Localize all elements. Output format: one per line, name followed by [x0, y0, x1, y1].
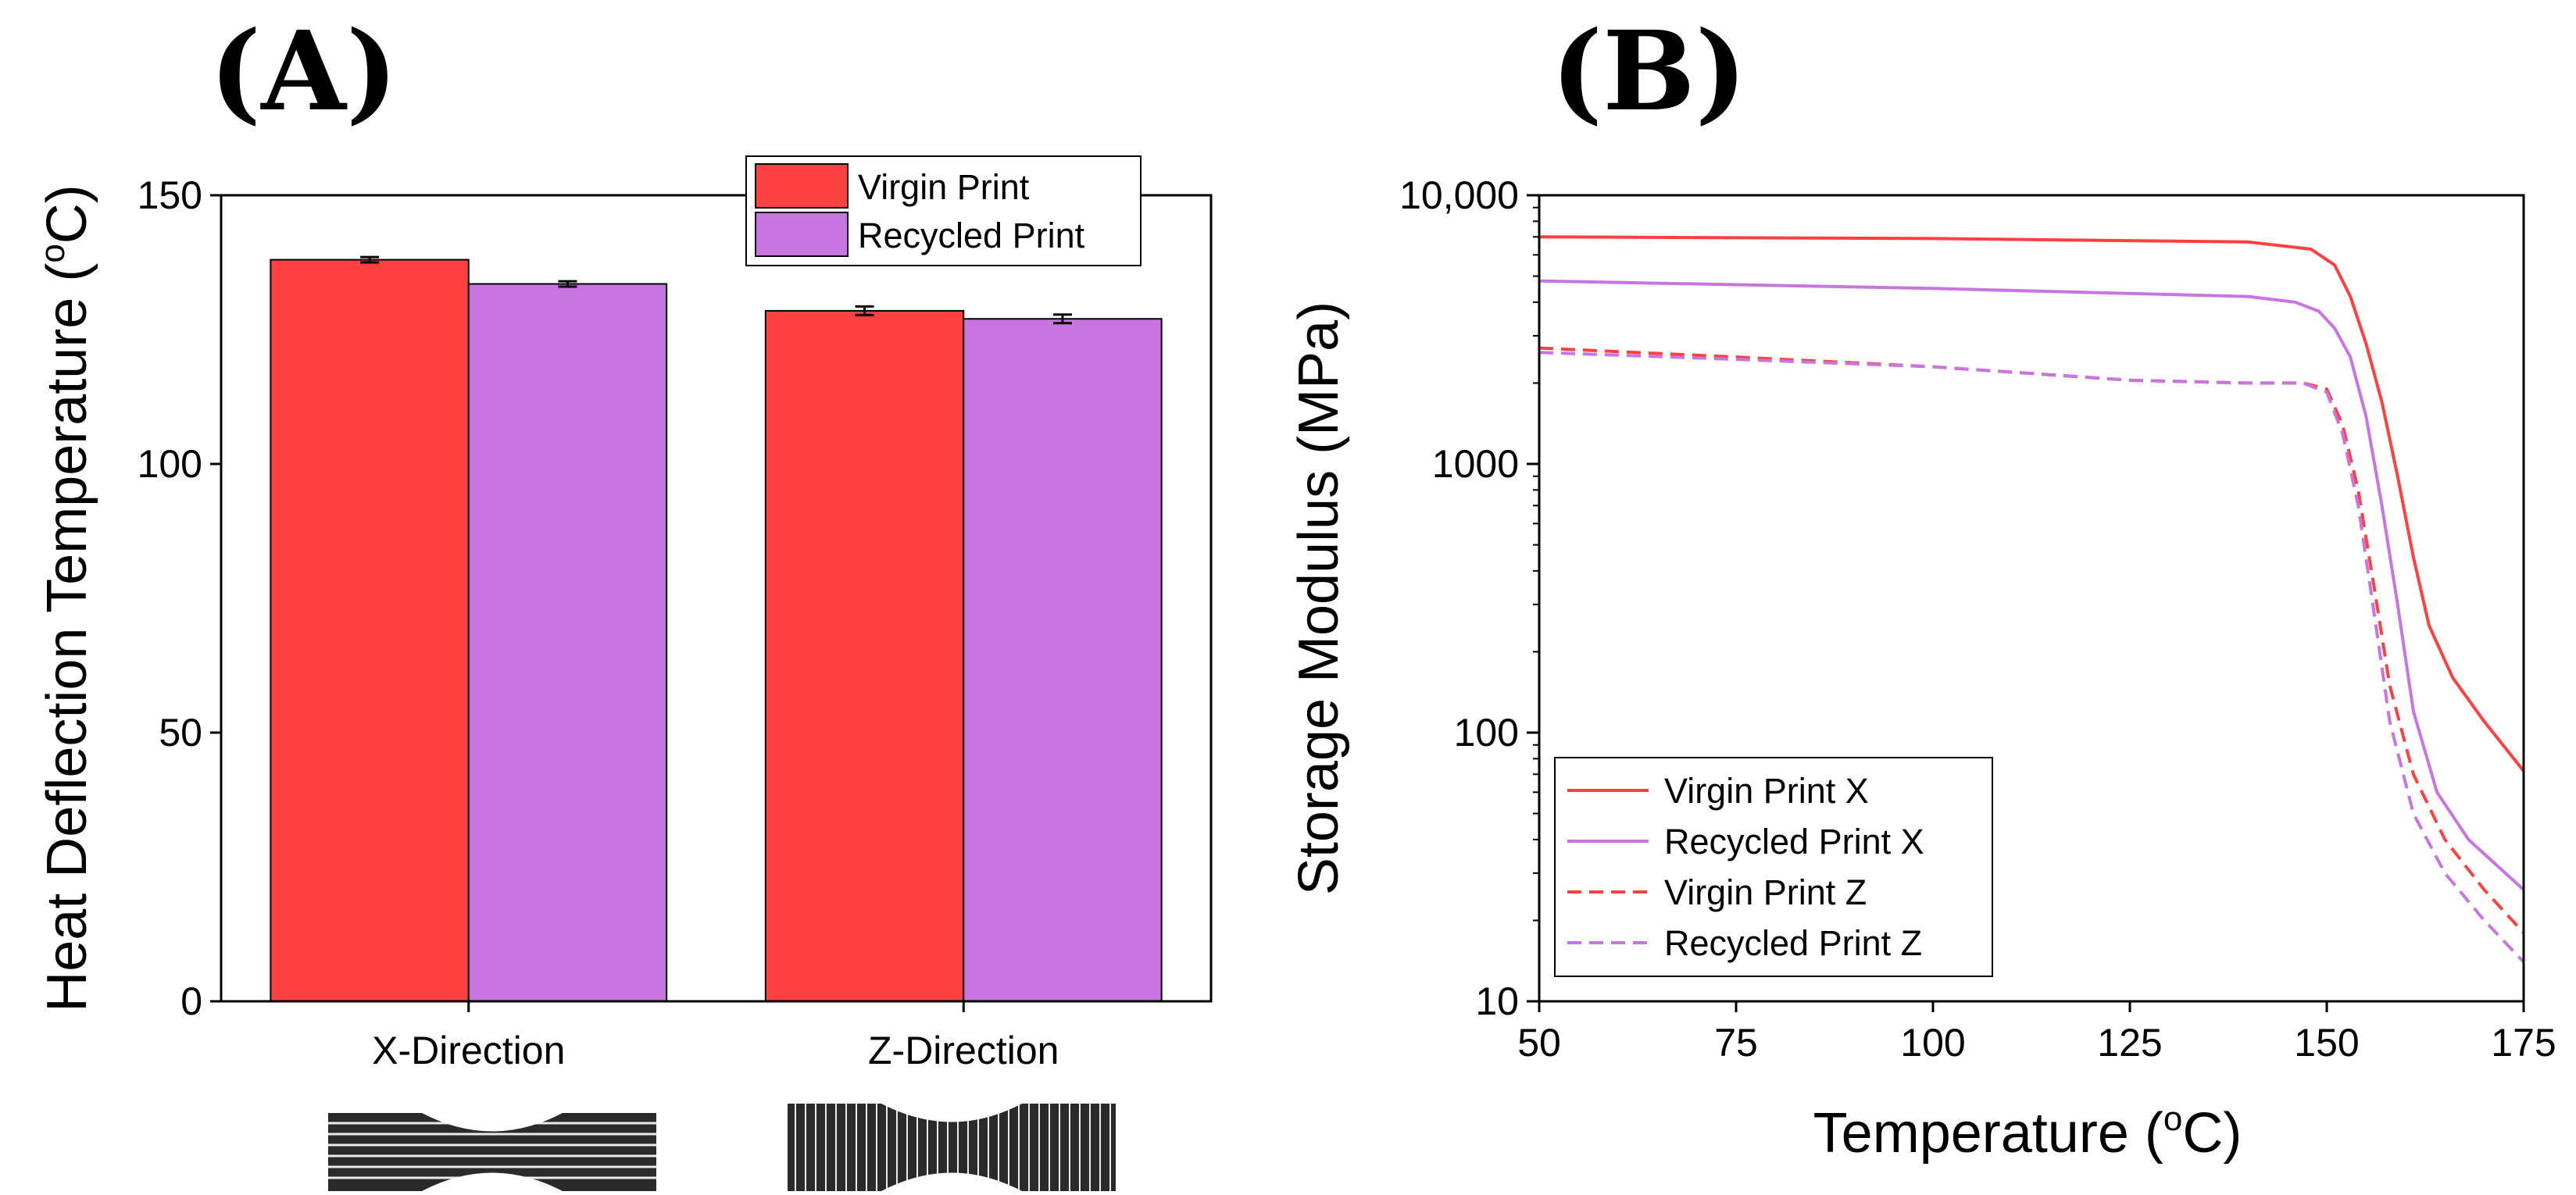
panel-b-legend-box: [1554, 757, 1993, 977]
legend-label-virgin-print-x: Virgin Print X: [1664, 771, 1869, 811]
panel-b-x-tick-label: 100: [1900, 1021, 1965, 1065]
panel-b-x-tick-label: 75: [1714, 1021, 1758, 1065]
panel-b-y-tick-label: 10,000: [1399, 173, 1519, 217]
bar-virgin-print-z-direction: [764, 309, 965, 1003]
panel-a-legend: Virgin Print Recycled Print: [745, 155, 1142, 266]
legend-swatch-virgin-print: [755, 163, 849, 209]
error-bar-virgin-print-x-direction: [360, 255, 380, 264]
panel-b-x-tick-label: 125: [2097, 1021, 2162, 1065]
panel-b-x-axis-title: Temperature (oC): [1813, 1100, 2242, 1165]
legend-label-virgin-print: Virgin Print: [858, 167, 1030, 207]
panel-b-y-tick-label: 1000: [1432, 442, 1519, 486]
bar-recycled-print-x-direction: [467, 283, 668, 1002]
panel-b-x-tick-label: 175: [2491, 1021, 2556, 1065]
panel-b-y-axis-title: Storage Modulus (MPa): [1288, 301, 1350, 895]
panel-b-legend: Virgin Print X Recycled Print X Virgin P…: [1554, 757, 1993, 977]
panel-b-x-tick-label: 150: [2294, 1021, 2359, 1065]
panel-a-y-tick-label: 0: [180, 979, 202, 1023]
panel-a-y-tick-label: 50: [159, 711, 202, 754]
panel-a-x-tick-label-x-direction: X-Direction: [372, 1029, 565, 1072]
panel-label-a: (A): [209, 8, 398, 136]
legend-label-recycled-print-x: Recycled Print X: [1664, 822, 1924, 861]
panel-a-y-tick-label: 150: [138, 173, 202, 217]
series-line-recycled-print-x: [1539, 279, 2524, 891]
legend-label-virgin-print-z: Virgin Print Z: [1664, 872, 1867, 912]
legend-swatch-recycled-print: [755, 212, 849, 257]
panel-b-y-tick-label: 10: [1475, 979, 1519, 1023]
panel-a-y-axis-title: Heat Deflection Temperature (oC): [34, 184, 98, 1012]
panel-label-b: (B): [1551, 8, 1747, 136]
panel-b-x-tick-label: 50: [1517, 1021, 1561, 1065]
error-bar-recycled-print-x-direction: [558, 280, 577, 288]
panel-b-plot-frame: [1538, 194, 2525, 1003]
panel-a-y-tick-label: 100: [138, 442, 202, 486]
panel-b-y-tick-label: 100: [1454, 711, 1519, 754]
panel-a-plot-frame: [220, 194, 1213, 1003]
bar-virgin-print-x-direction: [270, 259, 470, 1002]
z-direction-specimen-illustration: [788, 1104, 1116, 1191]
series-line-recycled-print-z: [1539, 351, 2524, 964]
panel-a-bar-chart: 0 50 100 150 X-Direction Z-Direction Heat De…: [34, 155, 1213, 1191]
error-bar-virgin-print-z-direction: [855, 305, 874, 316]
panel-a-x-tick-label-z-direction: Z-Direction: [868, 1029, 1059, 1072]
x-direction-specimen-illustration: [328, 1113, 656, 1191]
legend-label-recycled-print: Recycled Print: [858, 216, 1085, 255]
panel-b-line-chart: 10 100 1000 10,000 50 75 100 125 150 175 Storage…: [1288, 173, 2556, 1165]
legend-label-recycled-print-z: Recycled Print Z: [1664, 923, 1922, 963]
series-line-virgin-print-x: [1539, 235, 2524, 772]
bar-recycled-print-z-direction: [963, 318, 1163, 1002]
error-bar-recycled-print-z-direction: [1052, 313, 1072, 325]
